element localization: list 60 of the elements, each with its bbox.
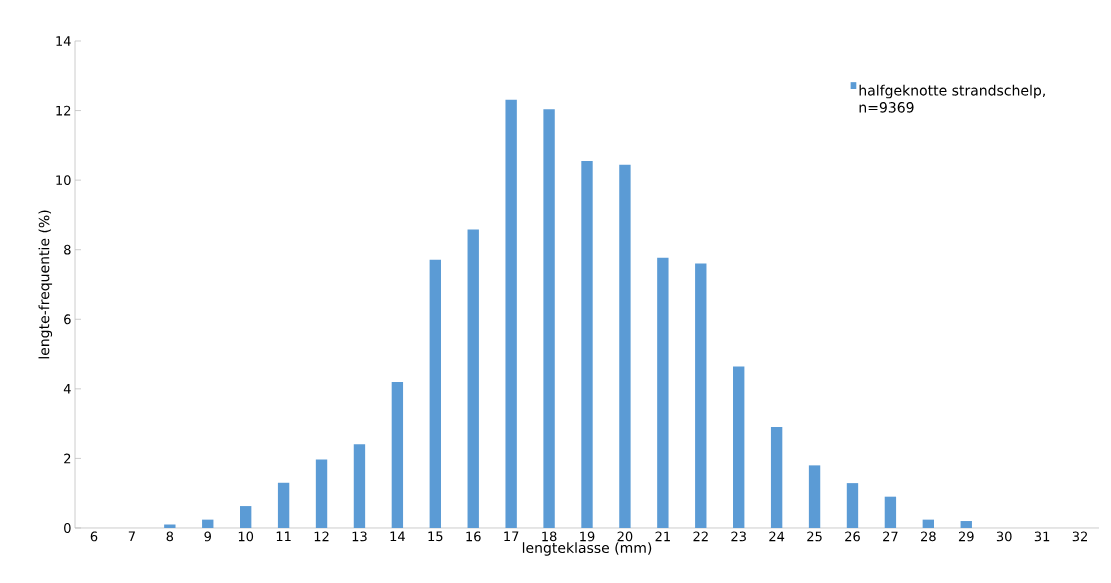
bar [846, 483, 859, 528]
x-tick-label: 14 [390, 531, 405, 541]
bar [695, 263, 707, 528]
x-tick-label: 20 [617, 531, 633, 542]
y-tick-label: 2 [64, 453, 71, 464]
bar [202, 519, 214, 528]
y-tick-label: 6 [64, 314, 71, 325]
x-tick-label: 8 [166, 531, 174, 542]
x-tick-label: 21 [655, 531, 670, 542]
bar [733, 366, 745, 528]
bar [277, 482, 290, 528]
bar [505, 99, 517, 528]
bar [467, 229, 479, 528]
y-tick-label: 12 [56, 105, 71, 116]
y-tick-label: 0 [64, 523, 71, 533]
x-tick-label: 10 [238, 531, 254, 542]
x-tick-label: 25 [807, 531, 822, 542]
x-tick-label: 17 [504, 531, 519, 541]
x-tick-label: 24 [769, 531, 785, 542]
x-tick-label: 6 [90, 531, 98, 542]
x-axis-title: lengteklasse (mm) [522, 542, 652, 556]
bar [429, 259, 441, 528]
legend-label: halfgeknotte strandschelp, n=9369 [859, 84, 1045, 113]
x-tick-label: 11 [276, 531, 291, 541]
bar [657, 257, 669, 528]
x-tick-label: 23 [731, 531, 746, 542]
x-tick-label: 28 [921, 531, 936, 542]
x-tick-label: 32 [1072, 531, 1087, 542]
bar [353, 444, 366, 528]
bar [315, 459, 328, 528]
bar [770, 427, 783, 528]
y-tick-label: 8 [64, 244, 71, 255]
x-tick-label: 29 [958, 531, 974, 542]
bar [808, 465, 821, 528]
x-tick-label: 9 [204, 531, 211, 542]
bar [922, 519, 935, 528]
bar [239, 506, 252, 528]
x-tick-label: 15 [428, 531, 443, 542]
x-tick-label: 19 [580, 531, 595, 542]
x-tick-label: 12 [314, 531, 329, 542]
bar [581, 161, 593, 528]
bar [391, 381, 404, 528]
x-tick-label: 31 [1034, 531, 1050, 542]
x-tick-label: 18 [542, 531, 557, 542]
x-tick-label: 7 [128, 531, 135, 541]
x-tick-label: 27 [883, 531, 898, 542]
y-axis-title: lengte-frequentie (%) [38, 210, 53, 359]
y-tick-label: 4 [63, 384, 71, 394]
bar [960, 521, 972, 528]
y-tick-label: 10 [56, 175, 71, 186]
bar [543, 109, 555, 528]
bar [619, 164, 631, 528]
x-tick-label: 26 [845, 531, 860, 542]
x-tick-label: 16 [466, 531, 481, 542]
x-tick-label: 13 [352, 531, 367, 542]
x-tick-label: 30 [996, 531, 1012, 542]
bar [164, 524, 176, 528]
y-tick-label: 14 [56, 36, 71, 46]
bar [884, 496, 897, 528]
x-tick-label: 22 [693, 531, 708, 542]
